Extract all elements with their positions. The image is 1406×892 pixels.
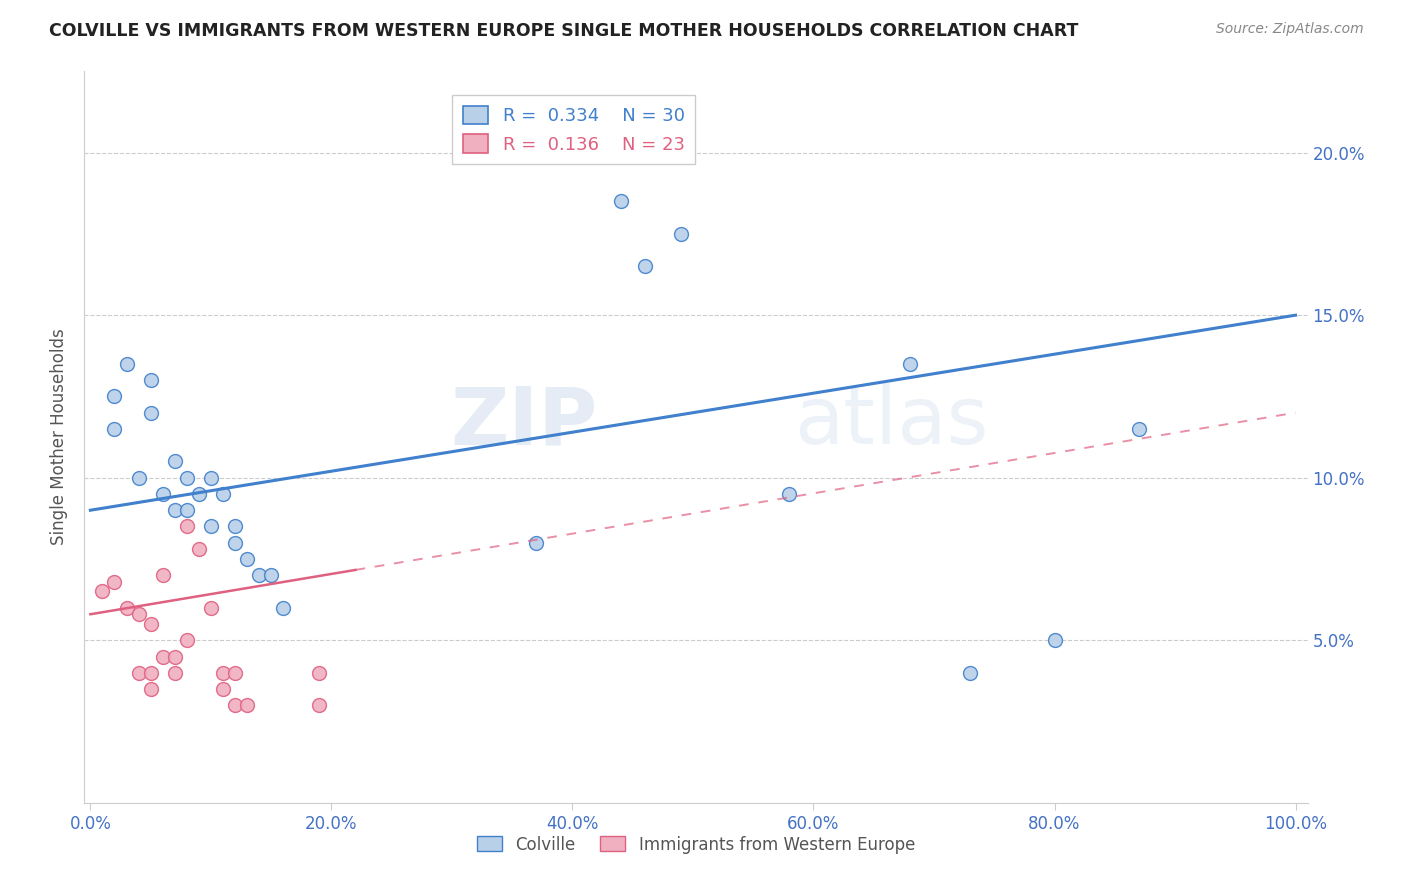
Point: [224, 665, 246, 680]
Point: [139, 617, 162, 632]
Point: [524, 535, 547, 549]
Point: [212, 665, 235, 680]
Point: [103, 422, 125, 436]
Point: [115, 357, 138, 371]
Point: [898, 357, 921, 371]
Point: [669, 227, 692, 241]
Point: [236, 552, 259, 566]
Point: [778, 487, 800, 501]
Point: [176, 633, 198, 648]
Text: COLVILLE VS IMMIGRANTS FROM WESTERN EUROPE SINGLE MOTHER HOUSEHOLDS CORRELATION : COLVILLE VS IMMIGRANTS FROM WESTERN EURO…: [49, 22, 1078, 40]
Y-axis label: Single Mother Households: Single Mother Households: [51, 329, 69, 545]
Text: ZIP: ZIP: [451, 384, 598, 461]
Point: [959, 665, 981, 680]
Point: [308, 665, 330, 680]
Point: [139, 406, 162, 420]
Point: [200, 471, 222, 485]
Point: [187, 542, 209, 557]
Point: [128, 471, 150, 485]
Point: [163, 665, 186, 680]
Point: [128, 665, 150, 680]
Text: atlas: atlas: [794, 384, 988, 461]
Point: [212, 681, 235, 696]
Point: [247, 568, 270, 582]
Point: [308, 698, 330, 713]
Point: [128, 607, 150, 622]
Point: [260, 568, 283, 582]
Point: [187, 487, 209, 501]
Point: [1128, 422, 1150, 436]
Point: [200, 519, 222, 533]
Point: [176, 503, 198, 517]
Point: [634, 260, 657, 274]
Point: [176, 471, 198, 485]
Point: [609, 194, 631, 209]
Point: [139, 665, 162, 680]
Point: [152, 568, 174, 582]
Legend: Colville, Immigrants from Western Europe: Colville, Immigrants from Western Europe: [470, 829, 922, 860]
Point: [224, 535, 246, 549]
Point: [236, 698, 259, 713]
Point: [152, 649, 174, 664]
Point: [224, 698, 246, 713]
Point: [139, 681, 162, 696]
Point: [139, 373, 162, 387]
Point: [212, 487, 235, 501]
Text: Source: ZipAtlas.com: Source: ZipAtlas.com: [1216, 22, 1364, 37]
Point: [103, 389, 125, 403]
Point: [163, 503, 186, 517]
Point: [163, 649, 186, 664]
Point: [91, 584, 114, 599]
Point: [271, 600, 294, 615]
Point: [115, 600, 138, 615]
Point: [224, 519, 246, 533]
Point: [163, 454, 186, 468]
Point: [176, 519, 198, 533]
Point: [1043, 633, 1066, 648]
Point: [200, 600, 222, 615]
Point: [152, 487, 174, 501]
Point: [103, 574, 125, 589]
